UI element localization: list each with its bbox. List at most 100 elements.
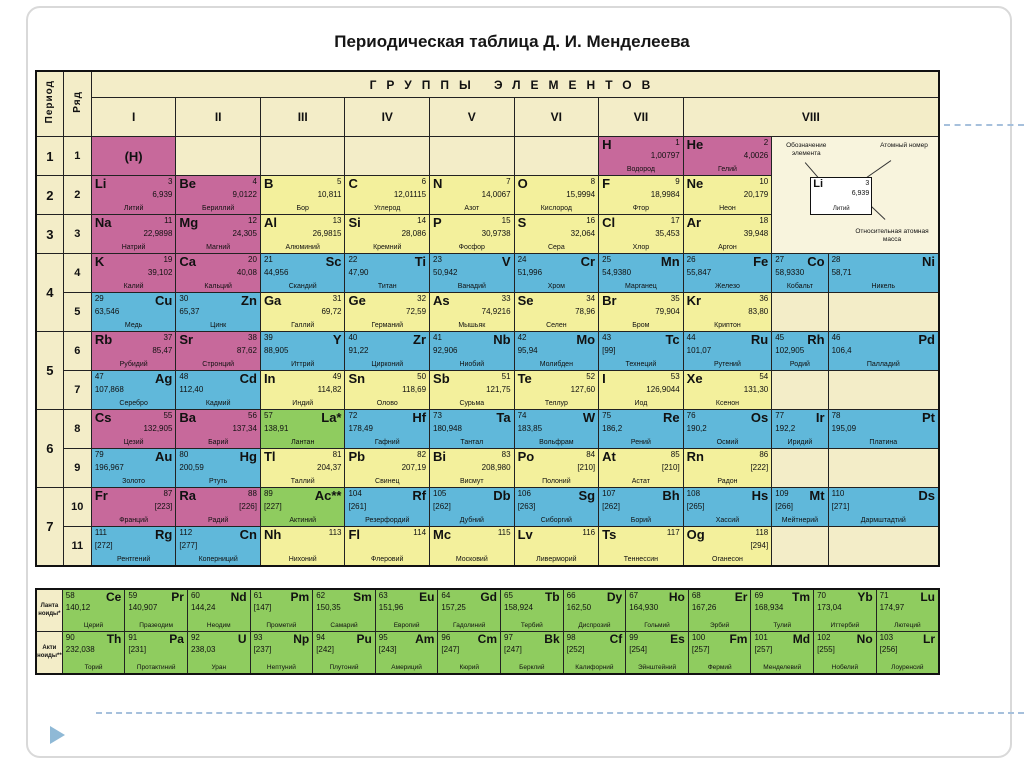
atomic-mass: 200,59 — [179, 463, 204, 472]
element-Nd: 60 Nd 144,24 Неодим — [186, 588, 251, 632]
element-symbol: Ne — [686, 176, 704, 191]
atomic-number: 26 — [686, 255, 696, 264]
element-name: Индий — [292, 399, 314, 407]
element-symbol: Kr — [686, 293, 702, 308]
atomic-mass: 190,2 — [686, 424, 707, 433]
element-name: Вольфрам — [539, 438, 574, 446]
element-symbol: Yb — [857, 590, 873, 604]
element-name: Молибден — [539, 360, 573, 368]
element-symbol: W — [582, 410, 596, 425]
atomic-mass: [243] — [378, 645, 397, 654]
element-name: Лютеций — [894, 622, 921, 630]
atomic-mass: [147] — [253, 603, 272, 612]
groups-title: ГРУППЫ ЭЛЕМЕНТОВ — [90, 70, 940, 98]
element-symbol: Bk — [544, 632, 560, 646]
element-name: Технеций — [625, 360, 657, 368]
element-Li: Li 3 6,939 Литий — [90, 175, 177, 215]
atomic-number: 75 — [602, 411, 612, 420]
element-Ce: 58 Ce 140,12 Церий — [61, 588, 126, 632]
element-Kr: Kr 36 83,80 Криптон — [682, 292, 773, 332]
atomic-mass: 83,80 — [748, 307, 769, 316]
element-Cr: 24 Cr 51,996 Хром — [513, 253, 600, 293]
element-symbol: Db — [493, 488, 511, 503]
element-Tc: 43 Tc [99] Технеций — [598, 331, 684, 371]
element-symbol: Ar — [686, 215, 702, 230]
element-symbol: Ba — [179, 410, 197, 425]
atomic-mass: 91,22 — [348, 346, 369, 355]
element-Ne: Ne 10 20,179 Неон — [682, 175, 773, 215]
element-Zr: 40 Zr 91,22 Цирконий — [344, 331, 431, 371]
atomic-number: 117 — [666, 528, 680, 537]
atomic-number: 1 — [675, 138, 680, 147]
atomic-number: 20 — [248, 255, 257, 264]
element-Ar: Ar 18 39,948 Аргон — [682, 214, 773, 254]
element-Se: Se 34 78,96 Селен — [513, 292, 600, 332]
empty-cell — [827, 292, 940, 332]
element-symbol: Os — [750, 410, 769, 425]
atomic-number: 58 — [65, 591, 75, 600]
element-symbol: Be — [179, 176, 197, 191]
element-Cs: Cs 55 132,905 Цезий — [90, 409, 177, 449]
element-name: Углерод — [374, 204, 401, 212]
element-name: Неодим — [206, 622, 231, 630]
element-name: Алюминий — [285, 243, 320, 251]
element-Au: 79 Au 196,967 Золото — [90, 448, 177, 488]
atomic-mass: 58,71 — [831, 268, 852, 277]
group-VII: VII — [598, 97, 684, 137]
element-symbol: Mc — [433, 527, 452, 542]
element-symbol: Tm — [792, 590, 811, 604]
atomic-number: 112 — [179, 528, 193, 537]
element-name: Сера — [547, 243, 565, 251]
element-H: H 1 1,00797 Водород — [598, 136, 684, 176]
element-name: Висмут — [459, 477, 484, 485]
element-name: Радон — [717, 477, 738, 485]
element-name: Кальций — [204, 282, 232, 290]
element-name: Селен — [546, 321, 567, 329]
atomic-number: 44 — [686, 333, 696, 342]
element-name: Московий — [455, 555, 488, 563]
atomic-number: 89 — [263, 489, 273, 498]
atomic-number: 10 — [759, 177, 769, 186]
lanthanides-actinides-table: Ланта ноиды* 58 Ce 140,12 Церий 59 Pr 140,907 Пр… — [35, 588, 940, 675]
guide-line-bottom — [96, 712, 1024, 714]
atomic-number: 92 — [190, 633, 200, 642]
atomic-number: 109 — [775, 489, 789, 498]
atomic-number: 85 — [670, 450, 680, 459]
atomic-mass: 112,40 — [179, 385, 204, 394]
element-Hs: 108 Hs [265] Хассий — [682, 487, 773, 527]
atomic-mass: 28,086 — [401, 229, 427, 238]
element-Bh: 107 Bh [262] Борий — [598, 487, 684, 527]
atomic-mass: 74,9216 — [481, 307, 511, 316]
guide-line-right — [944, 124, 1024, 126]
element-symbol: N — [433, 176, 443, 191]
atomic-number: 14 — [417, 216, 427, 225]
element-symbol: Ds — [918, 488, 935, 503]
element-name: Сиборгий — [540, 516, 572, 524]
element-S: S 16 32,064 Сера — [513, 214, 600, 254]
element-symbol: Br — [602, 293, 617, 308]
atomic-number: 95 — [378, 633, 388, 642]
element-name: Эйнштейний — [637, 664, 677, 672]
element-symbol: Se — [517, 293, 534, 308]
element-Nh: Nh 113 Нихоний — [259, 526, 346, 567]
atomic-mass: 192,2 — [775, 424, 796, 433]
element-Si: Si 14 28,086 Кремний — [344, 214, 431, 254]
element-Po: Po 84 [210] Полоний — [513, 448, 600, 488]
element-Dy: 66 Dy 162,50 Диспрозий — [562, 588, 627, 632]
atomic-mass: 132,905 — [143, 424, 173, 433]
atomic-mass: 174,97 — [879, 603, 905, 612]
atomic-mass: 18,9984 — [650, 190, 680, 199]
element-name: Кислород — [540, 204, 572, 212]
element-Ag: 47 Ag 107,868 Серебро — [90, 370, 177, 410]
element-name: Ксенон — [715, 399, 739, 407]
element-symbol: Na — [94, 215, 112, 230]
element-Hf: 72 Hf 178,49 Гафний — [344, 409, 431, 449]
group-III: III — [259, 97, 346, 137]
element-symbol: Ti — [414, 254, 427, 269]
element-symbol: Ga — [263, 293, 282, 308]
atomic-number: 15 — [501, 216, 511, 225]
element-name: Ванадий — [457, 282, 486, 290]
atomic-mass: 157,25 — [441, 603, 466, 612]
element-symbol: Hf — [412, 410, 427, 425]
element-Ba: Ba 56 137,34 Барий — [175, 409, 261, 449]
